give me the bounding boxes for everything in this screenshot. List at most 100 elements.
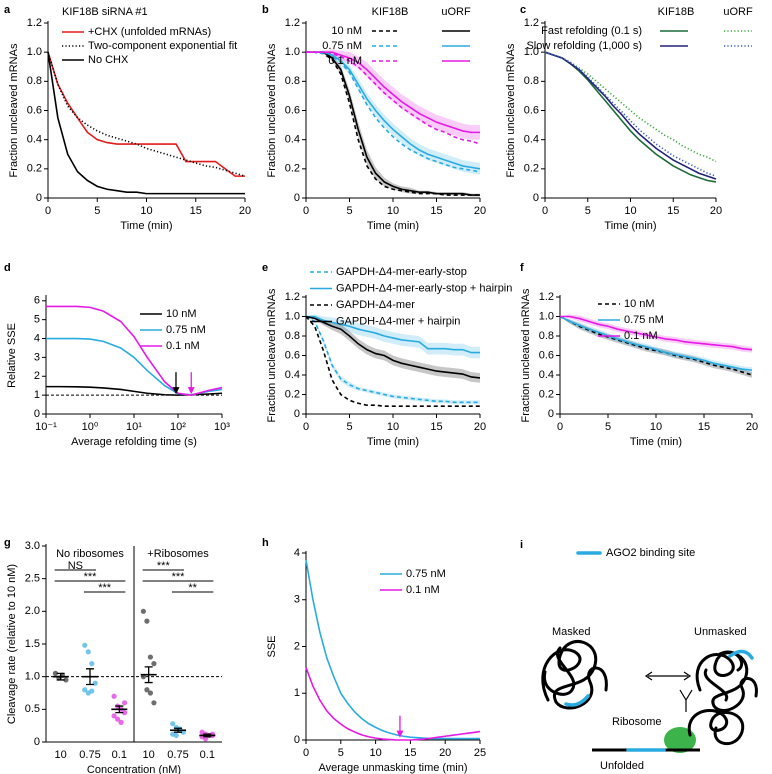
y-axis-label: Fraction uncleaved mRNAs [8, 43, 20, 177]
y-tick-label: 1.0 [285, 310, 300, 322]
branch-arrow [679, 689, 693, 712]
legend-label: GAPDH-Δ4-mer + hairpin [336, 315, 460, 327]
x-tick-label: 0.1 [112, 749, 127, 761]
x-tick-label: 5 [346, 205, 352, 217]
panel-letter: h [262, 537, 269, 549]
group-label: No ribosomes [56, 548, 124, 560]
y-tick-label: 0.4 [27, 134, 42, 146]
chart-title: KIF18B siRNA #1 [62, 6, 148, 18]
y-tick-label: 1.2 [524, 17, 539, 29]
y-axis-label: Relative SSE [6, 323, 18, 388]
unmasked-label: Unmasked [694, 626, 747, 638]
y-tick-label: 0.2 [539, 388, 554, 400]
legend-label: 0.75 nM [322, 40, 362, 52]
data-point [85, 649, 91, 655]
y-tick-label: 0.2 [285, 388, 300, 400]
data-point [147, 654, 154, 660]
panel-letter: c [520, 4, 526, 16]
y-tick-label: 0.8 [285, 330, 300, 342]
masked-site [564, 694, 590, 707]
y-tick-label: 0.6 [524, 104, 539, 116]
ribosome-nascent [687, 708, 745, 746]
legend-label: 10 nM [624, 298, 655, 310]
y-tick-label: 0.4 [539, 369, 554, 381]
x-tick-label: 20 [474, 421, 486, 433]
confidence-band [560, 316, 752, 374]
data-point [170, 721, 176, 727]
data-point [82, 687, 88, 693]
y-tick-label: 0.5 [25, 703, 40, 715]
legend-label: 10 nM [166, 308, 197, 320]
panel-letter: b [262, 4, 269, 16]
y-tick-label: 6 [34, 295, 40, 307]
unfolded-label: Unfolded [600, 760, 644, 772]
unmasked-site [728, 649, 754, 660]
x-tick-label: 15 [430, 205, 442, 217]
legend-label: 0.75 nM [624, 314, 664, 326]
line [47, 51, 246, 177]
y-tick-label: 3 [34, 351, 40, 363]
x-tick-label: 15 [404, 747, 416, 759]
data-point [89, 688, 95, 694]
x-tick-label: 15 [430, 421, 442, 433]
y-tick-label: 0.4 [524, 134, 539, 146]
legend-label: 0.75 nM [166, 324, 206, 336]
x-tick-label: 10 [140, 205, 152, 217]
line [305, 315, 481, 379]
y-tick-label: 1.0 [25, 671, 40, 683]
y-tick-label: 1.0 [285, 46, 300, 58]
line [305, 559, 480, 740]
masked-rna [541, 640, 608, 710]
x-tick-label: 10 [55, 749, 67, 761]
y-axis-label: Fraction uncleaved mRNAs [266, 288, 278, 422]
arrow-heads [644, 671, 692, 681]
arrow-head [172, 387, 180, 395]
x-tick-label: 5 [338, 747, 344, 759]
legend-label: GAPDH-Δ4-mer-early-stop + hairpin [336, 282, 512, 294]
significance-label: NS [68, 560, 83, 572]
data-point [202, 736, 209, 742]
error-caps [56, 672, 65, 681]
x-axis-label: Time (min) [630, 436, 682, 448]
y-tick-label: 1.0 [27, 46, 42, 58]
data-point [121, 700, 128, 706]
line [47, 52, 245, 195]
line [305, 315, 480, 407]
y-tick-label: 2.5 [25, 573, 40, 585]
x-tick-label: 20 [474, 205, 486, 217]
y-tick-label: 0.6 [27, 104, 42, 116]
x-tick-label: 0 [45, 205, 51, 217]
x-tick-label: 10 [143, 749, 155, 761]
x-tick-label: 10 [624, 205, 636, 217]
significance-label: ** [188, 582, 197, 594]
error-caps [203, 733, 212, 738]
confidence-band [306, 316, 480, 405]
data-point [151, 700, 157, 706]
x-tick-label: 20 [439, 747, 451, 759]
x-tick-label: 5 [94, 205, 100, 217]
x-tick-label: 15 [190, 205, 202, 217]
data-point [52, 670, 59, 677]
y-tick-label: 1.0 [524, 46, 539, 58]
panel-letter: g [4, 537, 11, 549]
panel-letter: f [520, 262, 524, 274]
error-caps [174, 727, 182, 733]
x-tick-label: 20 [746, 421, 758, 433]
group-label: +Ribosomes [147, 548, 209, 560]
y-tick-label: 0.4 [285, 134, 300, 146]
x-tick-label: 20 [239, 205, 251, 217]
line [560, 315, 753, 351]
x-tick-label: 10² [170, 421, 186, 433]
y-tick-label: 0 [34, 408, 40, 420]
legend-label: 0.1 nM [328, 55, 362, 67]
ribosome [664, 727, 696, 753]
panel-letter: a [4, 4, 11, 16]
legend-label: Fast refolding (0.1 s) [541, 25, 642, 37]
unmasked-rna [695, 650, 758, 712]
legend-label: +CHX (unfolded mRNAs) [88, 26, 211, 38]
y-tick-label: 0.4 [285, 369, 300, 381]
y-tick-label: 1.2 [285, 291, 300, 303]
y-tick-label: 0 [294, 408, 300, 420]
y-tick-label: 5 [34, 314, 40, 326]
arrow-head [396, 730, 404, 738]
